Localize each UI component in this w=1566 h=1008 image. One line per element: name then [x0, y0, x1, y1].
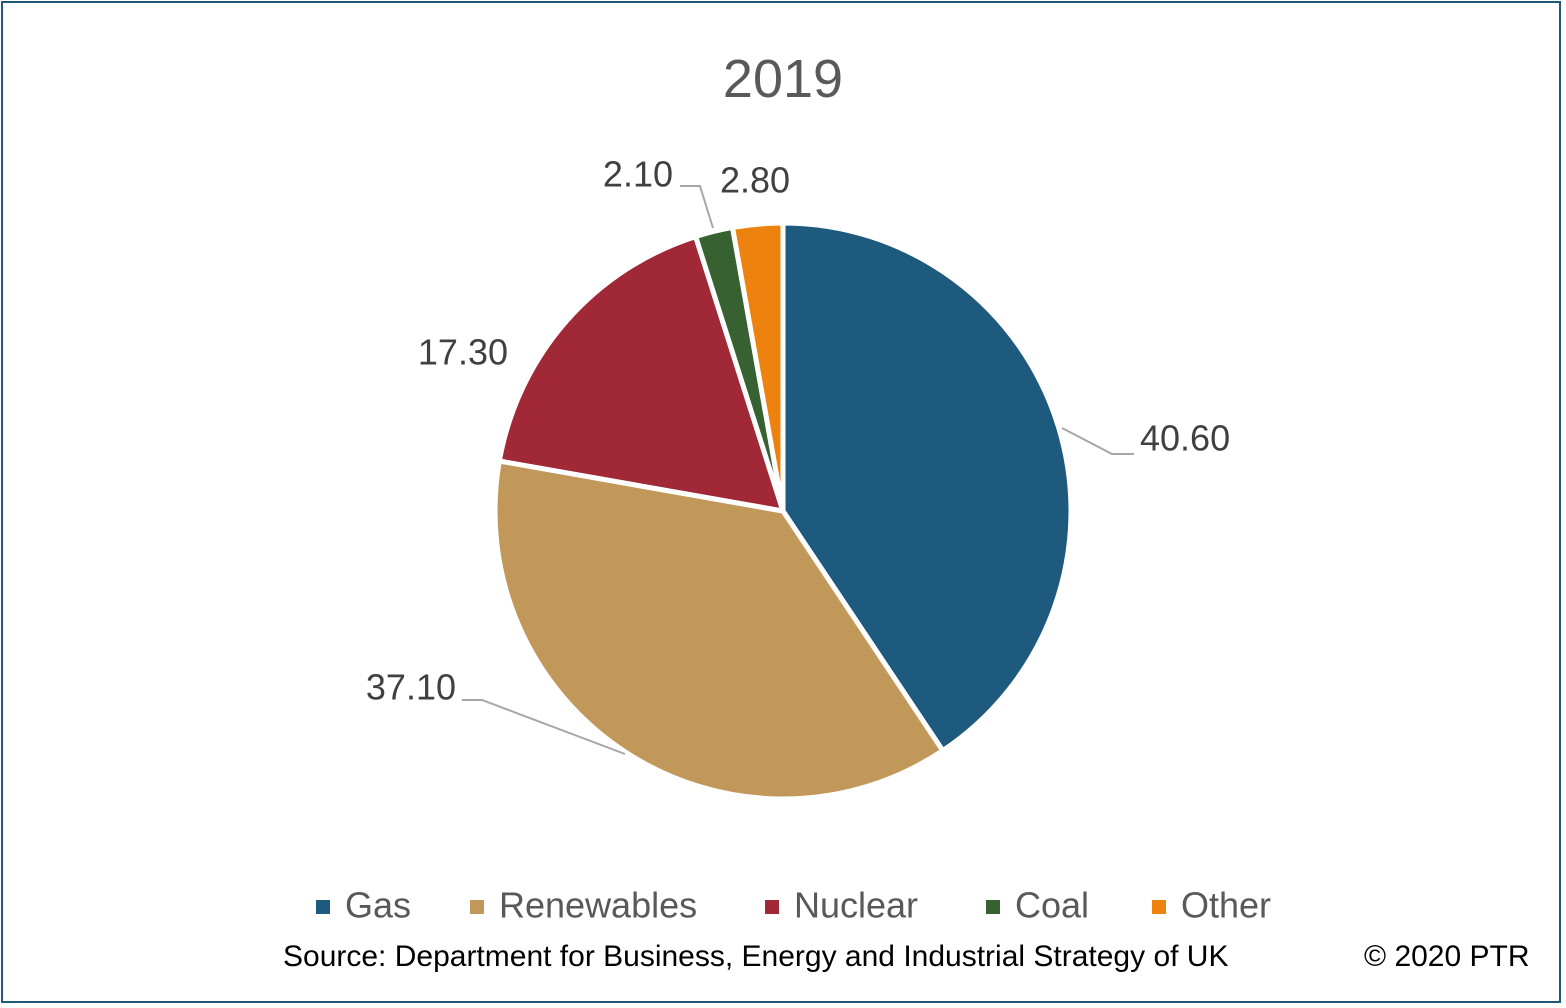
data-label-coal: 2.10 — [603, 154, 673, 195]
copyright-note: © 2020 PTR — [1364, 940, 1530, 973]
legend-label-renewables: Renewables — [499, 885, 697, 926]
legend-label-gas: Gas — [345, 885, 411, 926]
leader-line-renewables — [462, 699, 626, 755]
leader-line-gas — [1061, 427, 1134, 455]
legend-item-coal: Coal — [986, 885, 1089, 926]
legend-label-coal: Coal — [1015, 885, 1089, 926]
legend-swatch-gas — [316, 900, 330, 914]
legend-label-nuclear: Nuclear — [794, 885, 918, 926]
legend-item-renewables: Renewables — [470, 885, 697, 926]
pie-slice-other — [730, 220, 786, 514]
legend-swatch-coal — [986, 900, 1000, 914]
data-label-renewables: 37.10 — [366, 667, 456, 708]
data-label-nuclear: 17.30 — [418, 332, 508, 373]
leader-line-coal — [680, 185, 714, 229]
pie-slice-renewables — [492, 458, 946, 802]
chart-title: 2019 — [723, 49, 843, 109]
leader-lines — [462, 185, 1134, 755]
legend-swatch-nuclear — [765, 900, 779, 914]
data-label-gas: 40.60 — [1140, 418, 1230, 459]
legend-item-other: Other — [1152, 885, 1271, 926]
legend: Gas Renewables Nuclear Coal Other — [316, 885, 1271, 926]
data-labels: 40.60 37.10 17.30 2.10 2.80 — [366, 154, 1230, 708]
legend-label-other: Other — [1181, 885, 1271, 926]
legend-item-gas: Gas — [316, 885, 411, 926]
source-note: Source: Department for Business, Energy … — [283, 940, 1229, 973]
legend-swatch-other — [1152, 900, 1166, 914]
legend-swatch-renewables — [470, 900, 484, 914]
data-label-other: 2.80 — [720, 160, 790, 201]
legend-item-nuclear: Nuclear — [765, 885, 918, 926]
pie-slices — [492, 220, 1074, 802]
pie-slice-nuclear — [496, 234, 786, 514]
